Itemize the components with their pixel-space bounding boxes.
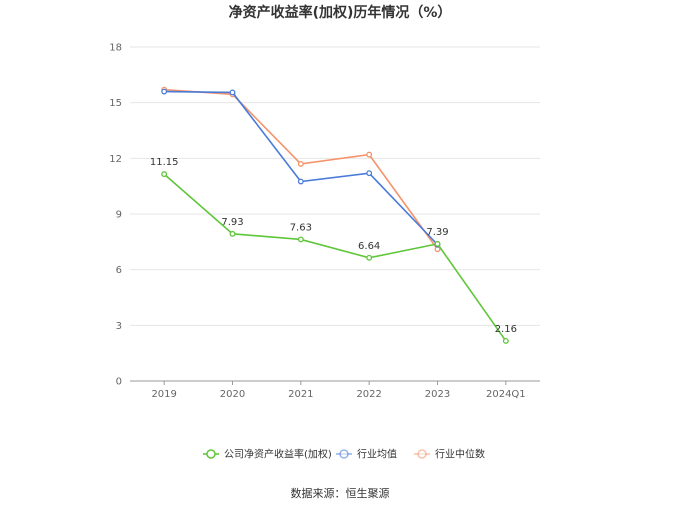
y-tick-label: 12 — [109, 154, 122, 165]
data-label: 7.39 — [426, 227, 448, 238]
x-tick-label: 2020 — [220, 389, 245, 400]
data-point[interactable] — [229, 230, 236, 237]
x-tick-label: 2023 — [425, 389, 450, 400]
x-tick-label: 2024Q1 — [486, 389, 526, 400]
data-point[interactable] — [297, 236, 304, 243]
y-tick-label: 9 — [116, 210, 122, 221]
legend[interactable]: 公司净资产收益率(加权) 行业均值 行业中位数 — [203, 448, 485, 461]
data-point[interactable] — [297, 178, 304, 185]
legend-marker-icon — [206, 449, 216, 459]
data-point[interactable] — [366, 170, 373, 177]
data-point[interactable] — [161, 171, 168, 178]
legend-label: 公司净资产收益率(加权) — [224, 448, 332, 461]
chart-title: 净资产收益率(加权)历年情况（%） — [229, 4, 452, 21]
data-point[interactable] — [366, 151, 373, 158]
data-point[interactable] — [502, 337, 509, 344]
data-point[interactable] — [434, 240, 441, 247]
data-point[interactable] — [366, 254, 373, 261]
y-tick-label: 15 — [109, 98, 122, 109]
x-tick-label: 2021 — [288, 389, 313, 400]
x-tick-label: 2022 — [356, 389, 381, 400]
legend-item-1[interactable]: 行业均值 — [336, 448, 397, 461]
x-tick-label: 2019 — [151, 389, 176, 400]
data-point[interactable] — [434, 246, 441, 253]
series-group: 11.15 7.93 7.63 6.64 7.39 2.16 — [150, 86, 517, 344]
data-label: 6.64 — [358, 241, 380, 252]
legend-item-0[interactable]: 公司净资产收益率(加权) — [203, 448, 332, 461]
data-point[interactable] — [229, 89, 236, 96]
y-tick-label: 18 — [109, 43, 122, 54]
data-source: 数据来源：恒生聚源 — [291, 486, 390, 500]
data-label: 11.15 — [150, 157, 179, 168]
data-point[interactable] — [297, 160, 304, 167]
y-axis: 0 3 6 9 12 15 18 — [109, 43, 122, 388]
y-tick-label: 0 — [116, 377, 122, 388]
y-tick-label: 6 — [116, 265, 122, 276]
legend-marker-icon — [417, 449, 427, 459]
legend-item-2[interactable]: 行业中位数 — [414, 448, 485, 461]
legend-label: 行业中位数 — [435, 448, 485, 461]
data-label: 2.16 — [495, 324, 517, 335]
grid — [130, 46, 540, 326]
legend-marker-icon — [339, 449, 349, 459]
series-line-0 — [163, 173, 507, 342]
data-point[interactable] — [161, 88, 168, 95]
data-label: 7.63 — [290, 222, 312, 233]
y-tick-label: 3 — [116, 321, 122, 332]
data-label: 7.93 — [221, 217, 243, 228]
x-axis: 2019 2020 2021 2022 2023 2024Q1 — [130, 380, 540, 400]
legend-label: 行业均值 — [357, 448, 397, 461]
